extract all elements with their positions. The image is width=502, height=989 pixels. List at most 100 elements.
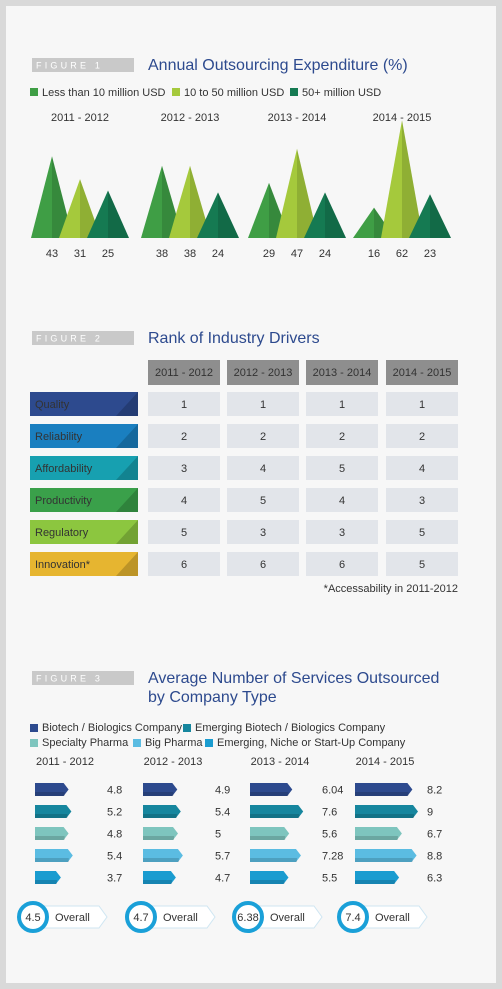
bar <box>355 871 400 884</box>
legend-swatch <box>172 88 180 96</box>
triangle <box>409 194 451 238</box>
bar <box>143 805 181 818</box>
header-label: 2014 - 2015 <box>393 367 452 379</box>
triangle <box>31 156 73 238</box>
legend-swatch <box>30 88 38 96</box>
bar-shade <box>355 858 413 862</box>
header-cell <box>148 360 220 385</box>
value-label: 9 <box>427 806 433 818</box>
table-cell <box>306 392 378 416</box>
triangle <box>276 148 318 238</box>
table-cell <box>148 488 220 512</box>
legend-swatch <box>290 88 298 96</box>
overall-value: 4.7 <box>133 912 148 924</box>
value-label: 5.4 <box>215 806 230 818</box>
triangle-shade <box>108 190 129 238</box>
row-label: Productivity <box>35 495 92 507</box>
table-cell <box>306 424 378 448</box>
bar <box>35 827 69 840</box>
table-value: 5 <box>181 527 187 539</box>
row-label-cell <box>30 424 138 448</box>
bar <box>355 849 417 862</box>
bar-shade <box>355 836 398 840</box>
value-label: 29 <box>263 248 275 260</box>
value-label: 4.8 <box>107 828 122 840</box>
row-label-shade <box>116 424 138 448</box>
table-cell <box>386 424 458 448</box>
overall-label: Overall <box>270 912 305 924</box>
row-label: Innovation* <box>35 559 91 571</box>
table-value: 4 <box>260 463 266 475</box>
table-cell <box>227 552 299 576</box>
value-label: 6.04 <box>322 784 343 796</box>
period-label: 2011 - 2012 <box>51 112 109 124</box>
triangle <box>169 165 211 238</box>
row-label-shade <box>116 552 138 576</box>
table-cell <box>148 392 220 416</box>
legend-label: 50+ million USD <box>302 87 381 99</box>
value-label: 38 <box>184 248 196 260</box>
legend-label: 10 to 50 million USD <box>184 87 284 99</box>
legend-label: Emerging, Niche or Start-Up Company <box>217 737 406 749</box>
legend-swatch <box>30 739 38 747</box>
figure-label-box <box>32 331 134 345</box>
legend-label: Biotech / Biologics Company <box>42 722 183 734</box>
bar <box>35 783 69 796</box>
row-label-cell <box>30 392 138 416</box>
period-label: 2011 - 2012 <box>36 756 94 768</box>
figure-label-box <box>32 671 134 685</box>
overall-label: Overall <box>375 912 410 924</box>
period-label: 2014 - 2015 <box>373 112 432 124</box>
value-label: 5 <box>215 828 221 840</box>
table-value: 2 <box>260 431 266 443</box>
table-value: 5 <box>260 495 266 507</box>
bar-shade <box>35 858 69 862</box>
footnote: *Accessability in 2011-2012 <box>324 583 458 595</box>
table-cell <box>386 392 458 416</box>
bar <box>35 871 61 884</box>
triangle-shade <box>80 179 101 238</box>
period-label: 2012 - 2013 <box>161 112 220 124</box>
value-label: 24 <box>319 248 331 260</box>
value-label: 4.8 <box>107 784 122 796</box>
triangle-shade <box>325 192 346 238</box>
table-value: 2 <box>339 431 345 443</box>
value-label: 5.7 <box>215 850 230 862</box>
bar <box>143 849 183 862</box>
triangle-shade <box>430 194 451 238</box>
bar-shade <box>143 836 174 840</box>
overall-circle <box>17 901 49 933</box>
overall-circle <box>232 901 264 933</box>
value-label: 24 <box>212 248 224 260</box>
bar-shade <box>35 880 57 884</box>
table-value: 4 <box>339 495 345 507</box>
table-cell <box>227 520 299 544</box>
bar <box>355 805 418 818</box>
table-value: 6 <box>260 559 266 571</box>
value-label: 43 <box>46 248 58 260</box>
bar-shade <box>355 880 396 884</box>
value-label: 6.7 <box>427 828 442 840</box>
overall-circle <box>337 901 369 933</box>
table-value: 3 <box>260 527 266 539</box>
value-label: 23 <box>424 248 436 260</box>
table-value: 4 <box>419 463 425 475</box>
value-label: 7.28 <box>322 850 343 862</box>
bar-shade <box>143 880 172 884</box>
table-value: 5 <box>419 559 425 571</box>
row-label-shade <box>116 488 138 512</box>
period-label: 2013 - 2014 <box>268 112 327 124</box>
bar <box>250 827 290 840</box>
figure-label: FIGURE 3 <box>36 673 103 683</box>
chart-title: Annual Outsourcing Expenditure (%) <box>148 57 408 74</box>
table-cell <box>227 392 299 416</box>
table-value: 2 <box>419 431 425 443</box>
legend-swatch <box>205 739 213 747</box>
triangle-shade <box>297 148 318 238</box>
header-label: 2013 - 2014 <box>313 367 372 379</box>
value-label: 7.6 <box>322 806 337 818</box>
table-cell <box>306 552 378 576</box>
table-cell <box>306 520 378 544</box>
legend-swatch <box>183 724 191 732</box>
